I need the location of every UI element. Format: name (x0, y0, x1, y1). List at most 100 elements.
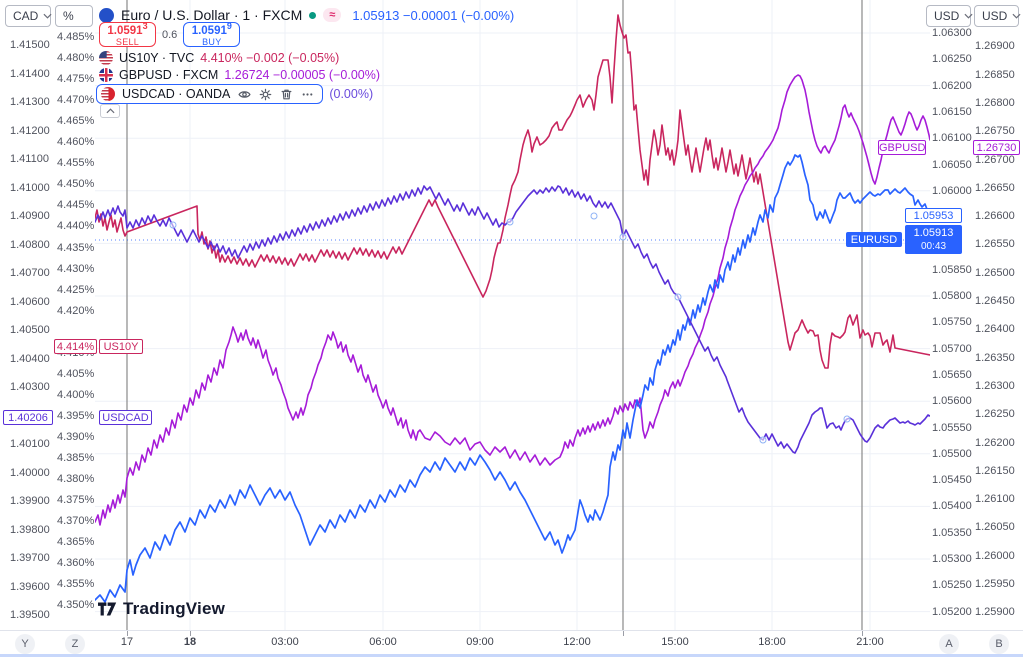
axis-tick-label: 1.40900 (10, 210, 50, 222)
time-axis[interactable]: 17 18 03:00 06:00 09:00 12:00 15:00 18:00 21:00 (0, 630, 1023, 655)
legend-collapse-button[interactable] (100, 104, 120, 118)
data-point-marker (590, 212, 598, 220)
buy-price: 1.0591 (191, 24, 227, 37)
axis-tick-label: 1.05700 (932, 342, 972, 355)
market-status-icon[interactable] (309, 11, 317, 19)
left-scale-currency-dropdown[interactable]: CAD (5, 5, 52, 27)
axis-tick-label: 1.26150 (975, 464, 1015, 477)
time-axis-tick: 15:00 (661, 636, 689, 648)
gbpusd-series-tag[interactable]: GBPUSD (878, 140, 926, 155)
price-axis-us10y-percent[interactable]: 4.485% 4.480% 4.475% 4.470% 4.465% 4.460% 4.45… (57, 0, 97, 630)
axis-tick-label: 4.420% (57, 304, 95, 317)
spread-value: 0.6 (162, 28, 178, 41)
scale-button-y[interactable]: Y (15, 634, 35, 654)
axis-tick-label: 1.39900 (10, 495, 50, 507)
time-axis-tick-mark (623, 631, 624, 636)
eurusd-last-price: 1.05913 (913, 227, 954, 239)
legend-values: 1.26724 −0.00005 (−0.00%) (224, 68, 380, 82)
symbol-quote: 1.05913 −0.00001 (−0.00%) (352, 7, 515, 23)
axis-tick-label: 4.370% (57, 515, 95, 528)
axis-tick-label: 1.26550 (975, 238, 1015, 251)
axis-tick-label: 1.26600 (975, 210, 1015, 223)
time-axis-tick-mark (190, 631, 191, 636)
axis-tick-label: 1.06250 (932, 53, 972, 66)
axis-tick-label: 1.25900 (975, 606, 1015, 619)
price-axis-usdcad[interactable]: 1.41500 1.41400 1.41300 1.41200 1.41100 1.410… (10, 0, 58, 630)
axis-tick-label: 4.365% (57, 536, 95, 549)
series-line-gbpusd (94, 74, 931, 526)
sell-price-sup: 3 (142, 20, 148, 31)
axis-tick-label: 1.05600 (932, 395, 972, 408)
axis-tick-label: 1.40600 (10, 295, 50, 308)
eurusd-series-tag[interactable]: EURUSD (846, 232, 902, 247)
us-ca-flag-icon (101, 87, 115, 101)
axis-tick-label: 4.455% (57, 157, 95, 170)
time-axis-tick-mark (862, 631, 863, 636)
axis-tick-label: 4.440% (57, 220, 95, 233)
left-scale-percent-button[interactable]: % (55, 5, 93, 27)
tradingview-wordmark: TradingView (123, 599, 226, 618)
axis-tick-label: 1.26400 (975, 323, 1015, 336)
axis-tick-label: 1.05350 (932, 526, 972, 539)
scale-button-b[interactable]: B (989, 634, 1009, 654)
axis-tick-label: 4.470% (57, 94, 95, 107)
price-axis-eurusd[interactable]: 1.06300 1.06250 1.06200 1.06150 1.06100 1.060… (932, 0, 978, 630)
us10y-series-tag[interactable]: US10Y (99, 339, 143, 354)
scale-button-a[interactable]: A (939, 634, 959, 654)
axis-tick-label: 1.26050 (975, 521, 1015, 534)
data-point-marker (843, 415, 851, 423)
axis-tick-label: 1.40500 (10, 324, 50, 336)
axis-tick-label: 4.350% (57, 599, 95, 612)
axis-tick-label: 1.39800 (10, 523, 50, 536)
data-point-marker (674, 293, 682, 301)
more-icon[interactable] (300, 87, 314, 101)
symbol-title[interactable]: Euro / U.S. Dollar · 1 · FXCM (121, 7, 303, 23)
delete-icon[interactable] (279, 87, 293, 101)
axis-tick-label: 4.485% (57, 31, 95, 43)
right-scale-currency-label: USD (982, 9, 1008, 23)
axis-tick-label: 1.39500 (10, 609, 50, 621)
axis-tick-label: 4.405% (57, 367, 95, 380)
scale-button-z[interactable]: Z (65, 634, 85, 654)
axis-tick-label: 1.26500 (975, 266, 1015, 279)
sell-button[interactable]: 1.05913 SELL (99, 20, 156, 47)
axis-tick-label: 1.40700 (10, 267, 50, 279)
legend-row-us10y[interactable]: US10Y · TVC 4.410% −0.002 (−0.05%) (99, 51, 339, 65)
tradingview-logo[interactable]: TradingView (98, 599, 225, 619)
time-axis-tick-mark (127, 631, 128, 636)
right-scale-currency-dropdown-1[interactable]: USD (926, 5, 973, 27)
axis-tick-label: 1.26700 (975, 153, 1015, 166)
legend-row-usdcad[interactable]: USDCAD · OANDA (0.00%) (96, 84, 373, 104)
axis-tick-label: 4.355% (57, 578, 95, 591)
axis-tick-label: 1.39700 (10, 552, 50, 564)
axis-tick-label: 4.430% (57, 262, 95, 275)
buy-price-sup: 9 (226, 20, 232, 31)
buy-button[interactable]: 1.05919 BUY (183, 20, 241, 47)
axis-tick-label: 1.26850 (975, 68, 1015, 81)
axis-tick-label: 1.05650 (932, 368, 972, 381)
legend-values: 4.410% −0.002 (−0.05%) (200, 51, 340, 65)
right-scale-currency-dropdown-2[interactable]: USD (974, 5, 1021, 27)
axis-tick-label: 1.26450 (975, 295, 1015, 307)
axis-tick-label: 1.26000 (975, 549, 1015, 562)
bottom-accent-strip (0, 654, 1023, 657)
usdcad-series-tag[interactable]: USDCAD (99, 410, 152, 425)
chevron-up-icon (105, 108, 115, 114)
right-scale-currency-label: USD (934, 9, 960, 23)
axis-tick-label: 1.40100 (10, 438, 50, 450)
price-axis-gbpusd[interactable]: 1.269501.269001.268501.268001.267501.267… (975, 0, 1021, 630)
legend-selected-box: USDCAD · OANDA (96, 84, 324, 104)
axis-tick-label: 1.06300 (932, 27, 972, 39)
axis-tick-label: 1.05750 (932, 316, 972, 329)
axis-tick-label: 1.26650 (975, 181, 1015, 194)
axis-tick-label: 1.06150 (932, 105, 972, 118)
axis-tick-label: 1.41000 (10, 181, 50, 194)
time-axis-tick: 12:00 (563, 636, 591, 648)
time-axis-tick: 21:00 (856, 636, 884, 648)
eye-icon[interactable] (237, 87, 251, 101)
axis-tick-label: 1.05250 (932, 579, 972, 592)
settings-icon[interactable] (258, 87, 272, 101)
legend-row-gbpusd[interactable]: GBPUSD · FXCM 1.26724 −0.00005 (−0.00%) (99, 68, 380, 82)
eurusd-last-price-label: 1.05913 00:43 (905, 225, 962, 254)
approx-data-icon[interactable]: ≈ (323, 8, 342, 22)
